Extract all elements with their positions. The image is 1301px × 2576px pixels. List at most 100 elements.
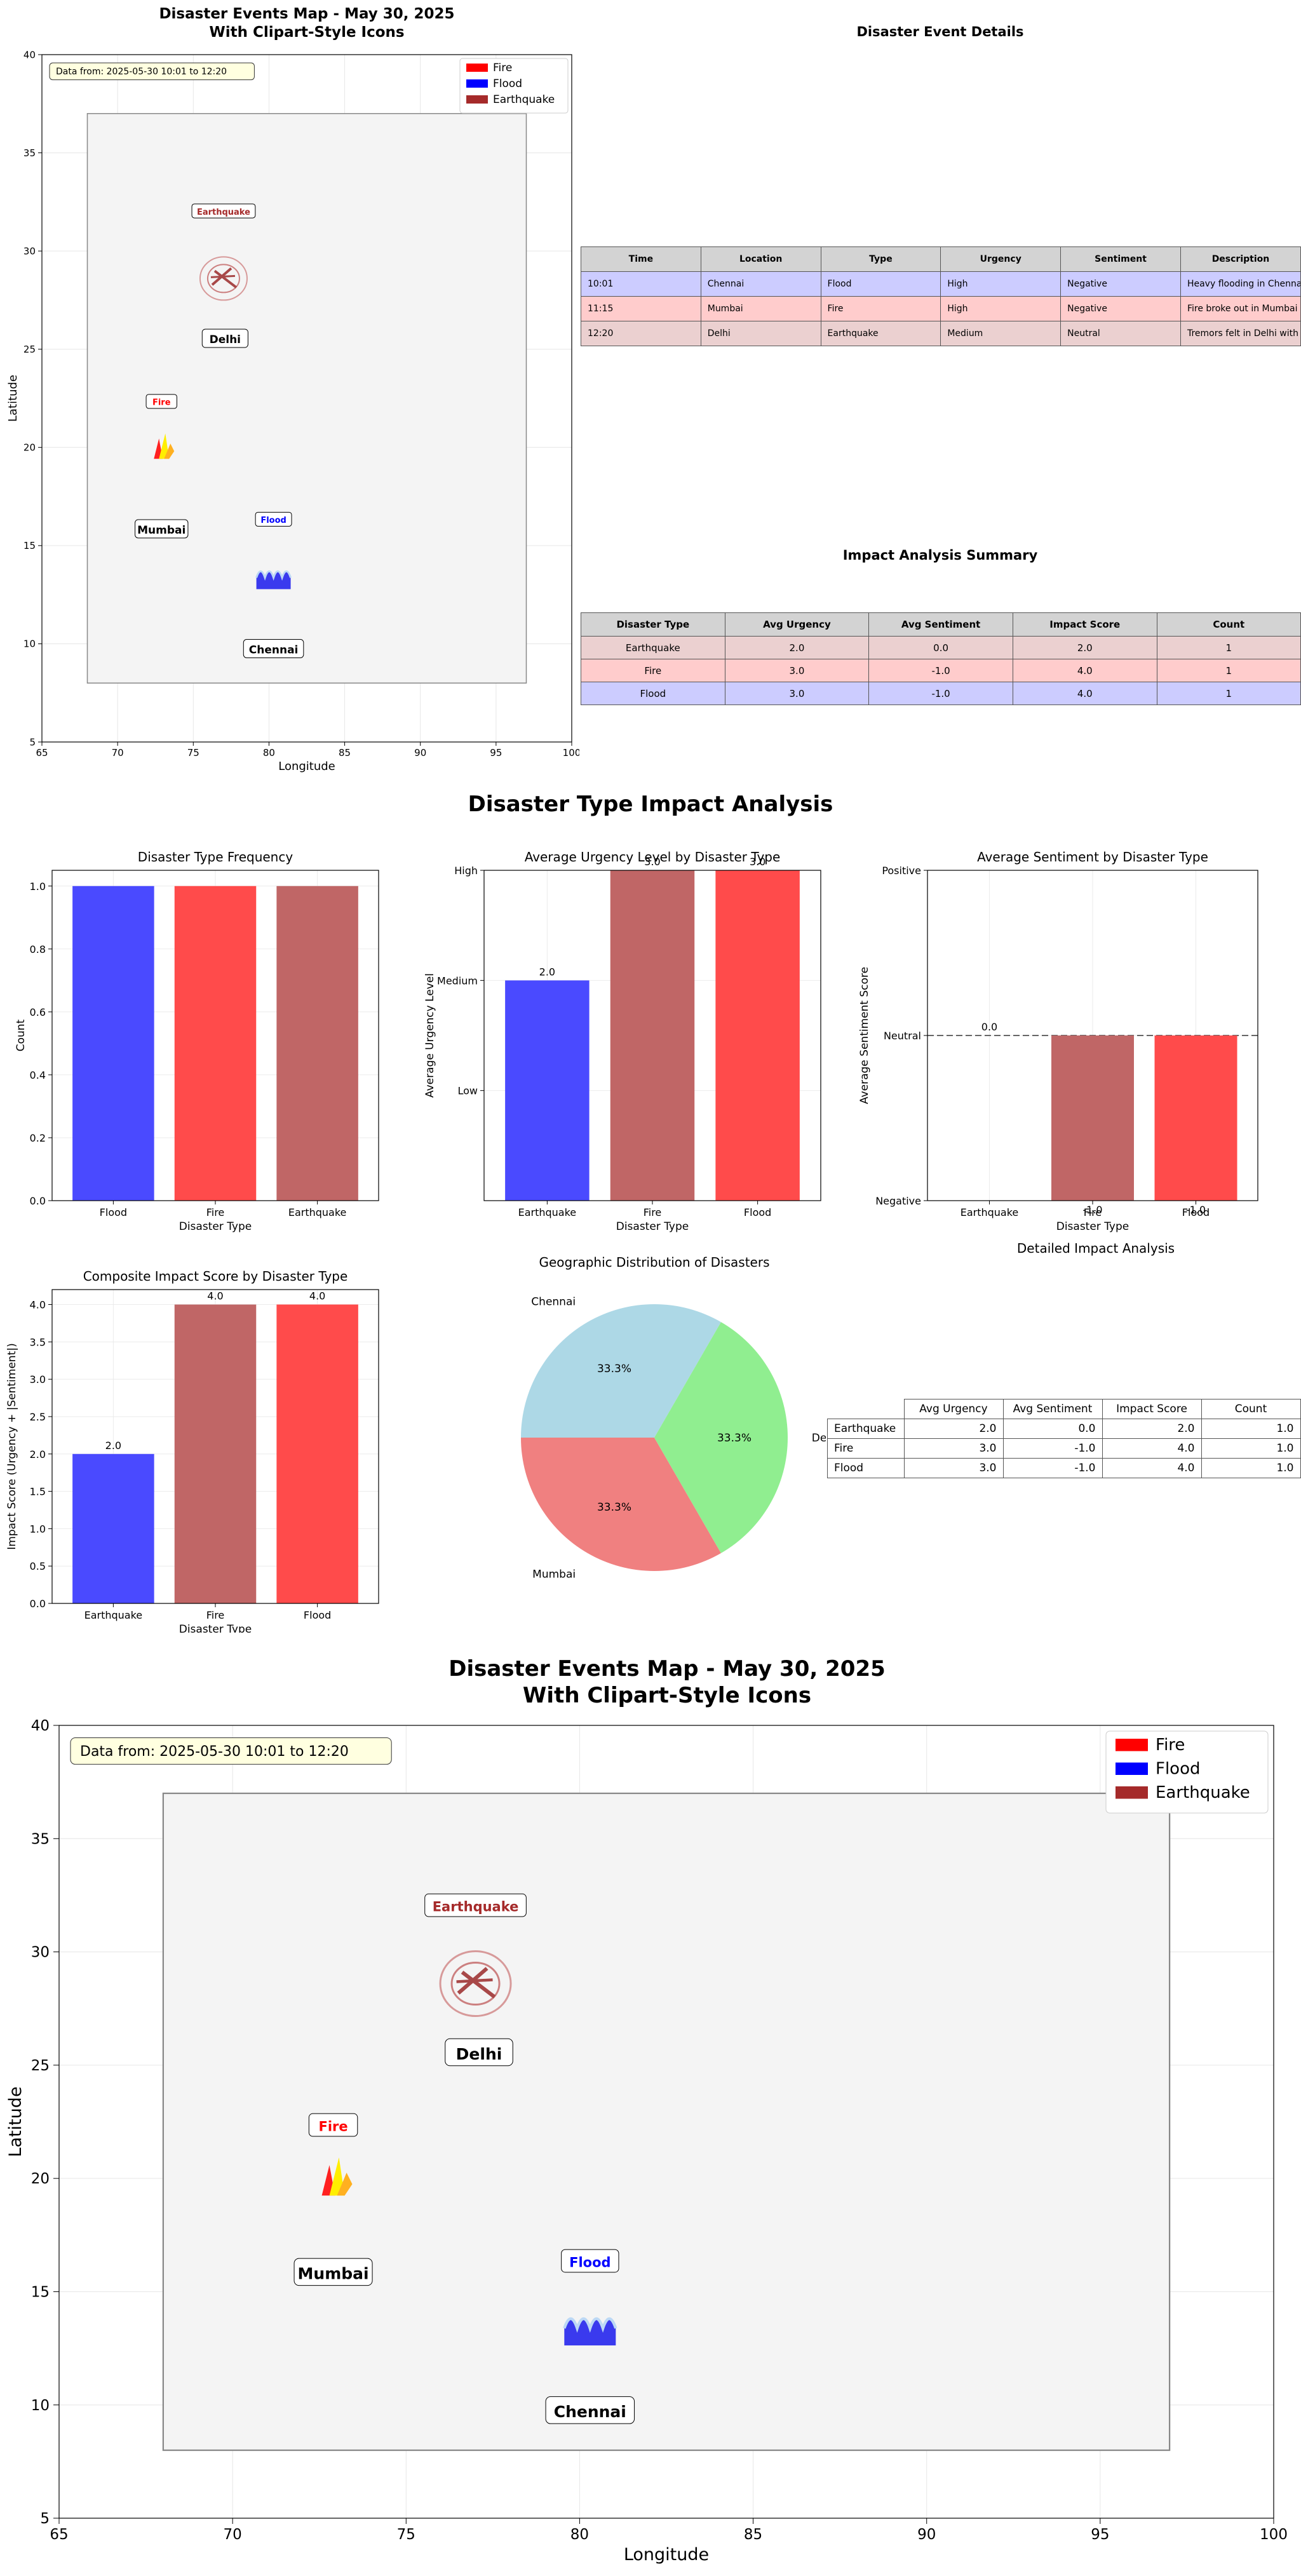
table-cell: 2.0 — [1012, 636, 1157, 659]
table-row-label: Flood — [827, 1458, 905, 1478]
tick-label-x: Flood — [744, 1206, 771, 1218]
quake-crack — [456, 1978, 493, 1983]
city-label-chennai: Chennai — [545, 2396, 635, 2424]
table-cell: 1 — [1156, 636, 1301, 659]
tick-label-y: 0.8 — [30, 943, 46, 955]
table-header-cell: Description — [1180, 246, 1301, 272]
tick-label-y: 3.5 — [30, 1336, 46, 1348]
tick-label-y: 0.2 — [30, 1132, 46, 1144]
table-cell: Mumbai — [700, 296, 821, 321]
tick-label-y: Positive — [882, 865, 921, 877]
flood-icon — [255, 570, 292, 590]
map-tick-label-x: 75 — [397, 2526, 415, 2543]
map-tick-label-y: 5 — [40, 2511, 50, 2527]
table-cell: 4.0 — [1012, 682, 1157, 705]
large-map-chart: 65 70 75 80 85 90 95 100 5 10 15 20 25 30 35 40 Longitud… — [6, 1718, 1288, 2565]
tick-label-x: Earthquake — [961, 1206, 1019, 1218]
tick-label-y: 1.0 — [30, 1523, 46, 1535]
city-box — [135, 519, 189, 539]
table-cell: 2.0 — [903, 1419, 1004, 1439]
city-label-mumbai: Mumbai — [135, 519, 189, 539]
table-row: 11:15 Mumbai Fire High Negative Fire broke ou… — [581, 296, 1301, 321]
large-map-title: Disaster Events Map - May 30, 2025 With … — [448, 1656, 886, 1708]
map-tick-label-y: 25 — [24, 344, 36, 355]
table-header-cell: Impact Score — [1102, 1399, 1202, 1419]
table-cell: Tremors felt in Delhi with m — [1180, 321, 1301, 346]
map-frame — [58, 1725, 1274, 2519]
tick-label-y: High — [454, 865, 478, 877]
table-cell: Earthquake — [820, 321, 941, 346]
table-cell: Chennai — [700, 271, 821, 297]
slice-percent: 33.3% — [717, 1432, 752, 1445]
table-cell: Negative — [1060, 296, 1181, 321]
table-cell: 1.0 — [1201, 1419, 1301, 1439]
city-name: Chennai — [554, 2403, 626, 2421]
table-cell: Flood — [581, 682, 725, 705]
map-tick-label-y: 35 — [31, 1831, 50, 1847]
table-cell: Delhi — [700, 321, 821, 346]
event-label-text: Fire — [318, 2119, 347, 2134]
map-tick-label-y: 10 — [31, 2397, 50, 2414]
urgency-chart: Average Urgency Level by Disaster Type Lo… — [424, 849, 821, 1233]
detailed-analysis-table: Avg Urgency Avg Sentiment Impact Score Coun… — [827, 1399, 1301, 1478]
tick-label-x: Earthquake — [288, 1206, 347, 1218]
impact-score-chart: Composite Impact Score by Disaster Type 0… — [6, 1269, 379, 1633]
bar-fire — [610, 870, 695, 1201]
table-cell: Negative — [1060, 271, 1181, 297]
bar-fire — [174, 1304, 257, 1603]
table-cell: Fire broke out in Mumbai in — [1180, 296, 1301, 321]
value-label: -1.0 — [1186, 1204, 1206, 1216]
bar-flood — [72, 886, 154, 1201]
table-cell: -1.0 — [1002, 1438, 1103, 1459]
legend-label-flood: Flood — [493, 78, 522, 90]
map-tick-label-x: 90 — [917, 2526, 936, 2543]
quake-ring-inner — [450, 1961, 501, 2006]
quake-ring-outer — [199, 256, 248, 301]
tick-label-y: 1.5 — [30, 1486, 46, 1498]
bar-flood — [1154, 1035, 1237, 1201]
table-header-cell: Type — [820, 246, 941, 272]
table-cell: 1 — [1156, 682, 1301, 705]
table-cell: 1.0 — [1201, 1438, 1301, 1459]
table-header-cell: Avg Urgency — [724, 612, 870, 637]
table-row: Flood 3.0 -1.0 4.0 1.0 — [827, 1458, 1301, 1478]
table-cell: 4.0 — [1102, 1458, 1202, 1478]
x-axis-label: Disaster Type — [179, 1623, 252, 1633]
tick-label-y: Negative — [875, 1195, 921, 1207]
event-label-box — [255, 511, 292, 527]
table-cell: 10:01 — [581, 271, 701, 297]
tick-label-y: 0.6 — [30, 1006, 46, 1018]
value-label: 3.0 — [644, 856, 660, 868]
table-header-row: Disaster Type Avg Urgency Avg Sentiment Imp… — [581, 612, 1301, 637]
summary-table: Disaster Type Avg Urgency Avg Sentiment Imp… — [581, 612, 1301, 705]
table-header-cell: Location — [700, 246, 821, 272]
table-cell: 12:20 — [581, 321, 701, 346]
slice-label: Delhi — [812, 1432, 826, 1445]
tick-label-y: 4.0 — [30, 1299, 46, 1311]
table-header-row: Time Location Type Urgency Sentiment Descript… — [581, 246, 1301, 272]
map-tick-label-y: 20 — [24, 442, 36, 454]
map-ylabel: Latitude — [6, 2086, 25, 2157]
table-header-cell: Disaster Type — [581, 612, 725, 637]
map-tick-label-x: 65 — [36, 747, 48, 759]
table-cell: -1.0 — [868, 659, 1013, 682]
tick-label-x: Earthquake — [518, 1206, 577, 1218]
legend-label-earthquake: Earthquake — [493, 93, 555, 106]
table-cell: High — [940, 271, 1062, 297]
city-label-delhi: Delhi — [201, 328, 248, 348]
value-label: 4.0 — [207, 1290, 223, 1302]
flame-orange — [337, 2173, 353, 2196]
flame-yellow — [329, 2157, 345, 2196]
table-cell: -1.0 — [868, 682, 1013, 705]
legend-label-flood: Flood — [1156, 1760, 1201, 1779]
map-tick-label-y: 40 — [24, 49, 36, 60]
map-tick-label-y: 35 — [24, 147, 36, 159]
bar-earthquake — [72, 1453, 154, 1603]
tick-label-x: Fire — [644, 1206, 662, 1218]
chart-title: Geographic Distribution of Disasters — [539, 1255, 769, 1270]
flame-yellow — [159, 433, 170, 459]
event-label-box — [561, 2249, 619, 2273]
table-header-cell: Time — [581, 246, 701, 272]
city-box — [243, 639, 304, 658]
city-name: Delhi — [210, 334, 241, 346]
